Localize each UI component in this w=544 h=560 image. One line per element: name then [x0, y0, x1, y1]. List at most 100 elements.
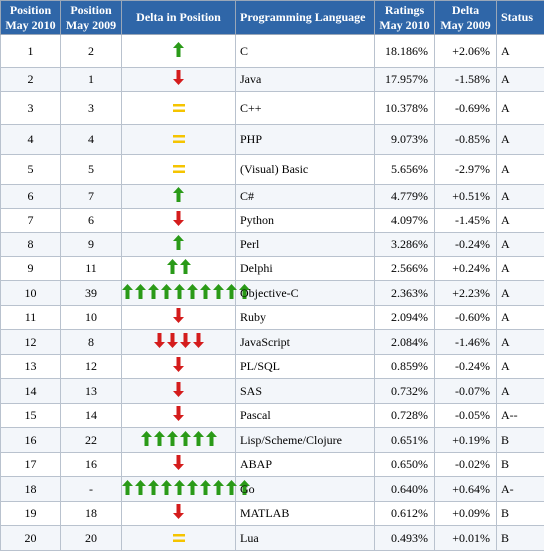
arrow-up-icon [200, 283, 211, 299]
delta-arrows [172, 135, 185, 143]
rating-cell: 17.957% [374, 67, 435, 92]
position-2010-cell: 1 [0, 34, 61, 68]
status-cell: A [496, 124, 544, 155]
table-row: 9 11 Delphi 2.566% +0.24% A [0, 256, 544, 281]
delta-arrows [173, 70, 184, 85]
delta-position-cell [121, 354, 236, 379]
language-cell: Objective-C [235, 280, 375, 306]
status-cell: A [496, 329, 544, 355]
status-cell: B [496, 452, 544, 477]
delta-position-cell [121, 329, 236, 355]
delta-rating-cell: -0.05% [434, 403, 497, 428]
status-cell: A [496, 67, 544, 92]
equal-icon [172, 533, 185, 542]
position-2009-cell: 16 [60, 452, 122, 477]
delta-arrows [166, 259, 191, 274]
table-row: 10 39 Objective-C 2.363% +2.23% A [0, 280, 544, 306]
rating-cell: 5.656% [374, 154, 435, 185]
status-cell: A-- [496, 403, 544, 428]
arrow-up-icon [174, 479, 185, 495]
arrow-up-icon [205, 430, 217, 446]
table-row: 14 13 SAS 0.732% -0.07% A [0, 378, 544, 404]
position-2010-cell: 5 [0, 154, 61, 185]
rating-cell: 0.651% [374, 427, 435, 453]
arrow-down-icon [173, 308, 184, 323]
position-2010-cell: 18 [0, 476, 61, 502]
delta-position-cell [121, 256, 236, 281]
status-cell: A [496, 354, 544, 379]
position-2009-cell: 8 [60, 329, 122, 355]
arrow-up-icon [140, 430, 152, 446]
position-2009-cell: 4 [60, 124, 122, 155]
delta-rating-cell: +0.24% [434, 256, 497, 281]
position-2009-cell: 10 [60, 305, 122, 330]
language-cell: PHP [235, 124, 375, 155]
language-cell: Go [235, 476, 375, 502]
arrow-up-icon [161, 283, 172, 299]
arrow-down-icon [192, 332, 204, 348]
rating-cell: 3.286% [374, 232, 435, 257]
header-row: Position May 2010 Position May 2009 Delta … [0, 0, 544, 35]
rating-cell: 0.612% [374, 501, 435, 526]
rating-cell: 4.097% [374, 208, 435, 233]
delta-rating-cell: -2.97% [434, 154, 497, 185]
status-cell: B [496, 427, 544, 453]
status-cell: A [496, 208, 544, 233]
delta-rating-cell: +2.06% [434, 34, 497, 68]
position-2009-cell: - [60, 476, 122, 502]
delta-position-cell [121, 452, 236, 477]
delta-arrows [122, 283, 250, 299]
language-cell: Ruby [235, 305, 375, 330]
position-2009-cell: 20 [60, 525, 122, 551]
status-cell: A [496, 256, 544, 281]
status-cell: A [496, 280, 544, 306]
arrow-up-icon [148, 283, 159, 299]
table-row: 5 5 (Visual) Basic 5.656% -2.97% A [0, 154, 544, 185]
position-2009-cell: 7 [60, 184, 122, 209]
arrow-down-icon [173, 211, 184, 226]
arrow-up-icon [174, 283, 185, 299]
position-2010-cell: 19 [0, 501, 61, 526]
header-position-2010: Position May 2010 [0, 0, 61, 35]
rating-cell: 2.566% [374, 256, 435, 281]
position-2009-cell: 9 [60, 232, 122, 257]
arrow-up-icon [122, 283, 133, 299]
table-row: 12 8 JavaScript 2.084% -1.46% A [0, 329, 544, 355]
position-2010-cell: 17 [0, 452, 61, 477]
delta-arrows [172, 165, 185, 173]
language-cell: C [235, 34, 375, 68]
status-cell: A- [496, 476, 544, 502]
arrow-up-icon [173, 235, 184, 250]
rating-cell: 0.732% [374, 378, 435, 404]
delta-position-cell [121, 232, 236, 257]
delta-position-cell [121, 184, 236, 209]
delta-position-cell [121, 305, 236, 330]
position-2010-cell: 9 [0, 256, 61, 281]
table-row: 7 6 Python 4.097% -1.45% A [0, 208, 544, 233]
header-status: Status [496, 0, 544, 35]
delta-arrows [173, 187, 184, 202]
arrow-up-icon [213, 479, 224, 495]
status-cell: A [496, 154, 544, 185]
arrow-up-icon [153, 430, 165, 446]
delta-position-cell [121, 124, 236, 155]
delta-position-cell [121, 91, 236, 125]
equal-icon [172, 135, 185, 143]
position-2009-cell: 12 [60, 354, 122, 379]
delta-position-cell [121, 427, 236, 453]
delta-rating-cell: -0.02% [434, 452, 497, 477]
language-cell: Python [235, 208, 375, 233]
position-2010-cell: 6 [0, 184, 61, 209]
table-row: 17 16 ABAP 0.650% -0.02% B [0, 452, 544, 477]
position-2009-cell: 3 [60, 91, 122, 125]
delta-rating-cell: -0.85% [434, 124, 497, 155]
table-row: 6 7 C# 4.779% +0.51% A [0, 184, 544, 209]
arrow-up-icon [179, 259, 191, 274]
arrow-down-icon [173, 357, 184, 372]
position-2010-cell: 2 [0, 67, 61, 92]
table-row: 13 12 PL/SQL 0.859% -0.24% A [0, 354, 544, 379]
status-cell: B [496, 501, 544, 526]
language-cell: Perl [235, 232, 375, 257]
table-row: 4 4 PHP 9.073% -0.85% A [0, 124, 544, 155]
position-2010-cell: 8 [0, 232, 61, 257]
